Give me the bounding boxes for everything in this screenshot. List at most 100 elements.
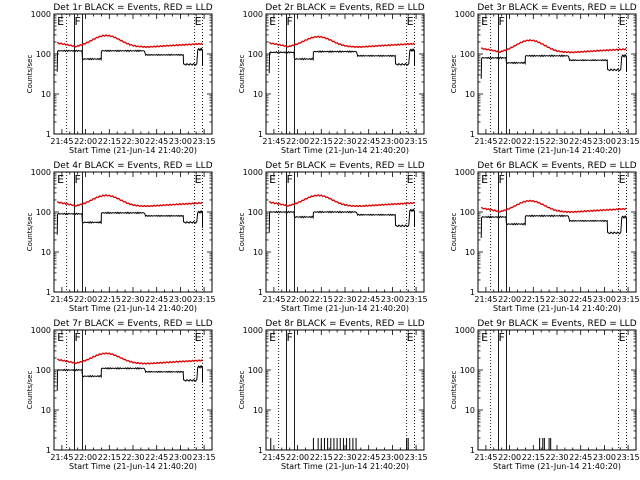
y-tick-label: 1 [46, 288, 51, 297]
plot-frame [265, 13, 425, 135]
x-tick-label: 23:00 [593, 453, 616, 462]
panel-2: Det 2r BLACK = Events, RED = LLD 1 10 100 10… [238, 3, 428, 155]
y-tick-label: 1000 [455, 326, 475, 335]
plot-frame [265, 171, 425, 293]
panel-5: Det 5r BLACK = Events, RED = LLD 1 10 100 10… [238, 161, 428, 313]
y-axis-label: Counts/sec [450, 371, 458, 410]
panel-title: Det 2r BLACK = Events, RED = LLD [265, 3, 424, 13]
y-tick-label: 1000 [31, 168, 51, 177]
x-tick-label: 22:30 [545, 295, 568, 304]
series-lld-line [268, 35, 415, 48]
x-tick-label: 22:00 [74, 453, 97, 462]
y-axis-label: Counts/sec [26, 371, 34, 410]
x-tick-label: 23:00 [593, 137, 616, 146]
panel-title: Det 9r BLACK = Events, RED = LLD [477, 319, 636, 329]
y-tick-label: 1000 [243, 10, 263, 19]
event-marker-label: E [269, 173, 276, 186]
x-tick-label: 22:45 [145, 295, 168, 304]
event-marker-label: F [287, 331, 293, 344]
panel-title: Det 7r BLACK = Events, RED = LLD [53, 319, 212, 329]
x-tick-label: 22:30 [333, 295, 356, 304]
panel-7: Det 7r BLACK = Events, RED = LLD 1 10 100 10… [26, 319, 216, 471]
x-tick-label: 22:45 [357, 295, 380, 304]
x-axis-label: Start Time (21-Jun-14 21:40:20) [281, 462, 409, 471]
y-tick-label: 1 [470, 130, 475, 139]
y-axis-label: Counts/sec [26, 55, 34, 94]
event-marker-label: E [195, 173, 202, 186]
y-tick-label: 100 [248, 50, 263, 59]
series-lld-line [268, 194, 415, 208]
x-axis-label: Start Time (21-Jun-14 21:40:20) [493, 146, 621, 155]
x-tick-label: 22:15 [310, 453, 333, 462]
plot-frame [53, 329, 213, 451]
panel-title: Det 4r BLACK = Events, RED = LLD [53, 161, 212, 171]
event-marker-label: F [499, 173, 505, 186]
event-marker-label: E [407, 331, 414, 344]
series-events-line [56, 210, 203, 235]
x-tick-label: 21:45 [50, 295, 73, 304]
y-tick-label: 10 [41, 248, 51, 257]
x-tick-label: 22:30 [121, 453, 144, 462]
x-tick-label: 22:45 [145, 137, 168, 146]
x-axis-label: Start Time (21-Jun-14 21:40:20) [493, 462, 621, 471]
x-tick-label: 22:45 [569, 137, 592, 146]
y-axis-label: Counts/sec [450, 55, 458, 94]
x-axis-label: Start Time (21-Jun-14 21:40:20) [69, 146, 197, 155]
x-tick-label: 23:15 [617, 453, 640, 462]
x-axis-label: Start Time (21-Jun-14 21:40:20) [69, 304, 197, 313]
series-lld-line [56, 352, 203, 365]
panel-title: Det 6r BLACK = Events, RED = LLD [477, 161, 636, 171]
series-events-line [268, 208, 415, 233]
y-tick-label: 1 [258, 446, 263, 455]
y-axis-label: Counts/sec [238, 55, 246, 94]
y-tick-label: 10 [465, 406, 475, 415]
panel-9: Det 9r BLACK = Events, RED = LLD 1 10 100 10… [450, 319, 640, 471]
x-tick-label: 22:15 [98, 137, 121, 146]
series-lld-line [480, 199, 627, 214]
series-events-line [268, 48, 415, 74]
series-events-line [480, 214, 627, 238]
x-tick-label: 22:45 [569, 453, 592, 462]
y-tick-label: 1000 [31, 10, 51, 19]
y-axis-label: Counts/sec [238, 213, 246, 252]
x-tick-label: 22:15 [522, 453, 545, 462]
y-tick-label: 10 [253, 248, 263, 257]
panel-title: Det 3r BLACK = Events, RED = LLD [477, 3, 636, 13]
y-tick-label: 1000 [455, 168, 475, 177]
x-tick-label: 23:15 [405, 453, 428, 462]
x-axis-label: Start Time (21-Jun-14 21:40:20) [281, 146, 409, 155]
x-tick-label: 22:15 [310, 137, 333, 146]
event-marker-label: F [499, 331, 505, 344]
y-tick-label: 10 [465, 90, 475, 99]
x-tick-label: 22:00 [74, 137, 97, 146]
y-tick-label: 1 [470, 288, 475, 297]
x-axis-label: Start Time (21-Jun-14 21:40:20) [493, 304, 621, 313]
x-tick-label: 23:00 [169, 453, 192, 462]
series-lld-line [480, 39, 627, 54]
x-tick-label: 22:00 [286, 295, 309, 304]
x-tick-label: 22:30 [545, 453, 568, 462]
plot-frame [477, 329, 637, 451]
y-tick-label: 10 [41, 406, 51, 415]
y-tick-label: 100 [36, 366, 51, 375]
x-tick-label: 22:00 [74, 295, 97, 304]
plot-frame [53, 13, 213, 135]
x-tick-label: 22:45 [357, 453, 380, 462]
event-marker-label: F [287, 15, 293, 28]
x-tick-label: 21:45 [474, 295, 497, 304]
y-tick-label: 100 [36, 50, 51, 59]
y-tick-label: 1 [46, 446, 51, 455]
y-tick-label: 100 [248, 208, 263, 217]
y-axis-label: Counts/sec [450, 213, 458, 252]
event-marker-label: E [619, 173, 626, 186]
x-tick-label: 21:45 [50, 453, 73, 462]
y-axis-label: Counts/sec [238, 371, 246, 410]
plot-frame [53, 171, 213, 293]
x-tick-label: 23:00 [169, 137, 192, 146]
x-tick-label: 23:15 [405, 137, 428, 146]
series-lld-line [56, 194, 203, 208]
x-tick-label: 21:45 [50, 137, 73, 146]
event-marker-label: E [481, 331, 488, 344]
series-events-line [480, 53, 627, 79]
x-tick-label: 22:30 [333, 453, 356, 462]
